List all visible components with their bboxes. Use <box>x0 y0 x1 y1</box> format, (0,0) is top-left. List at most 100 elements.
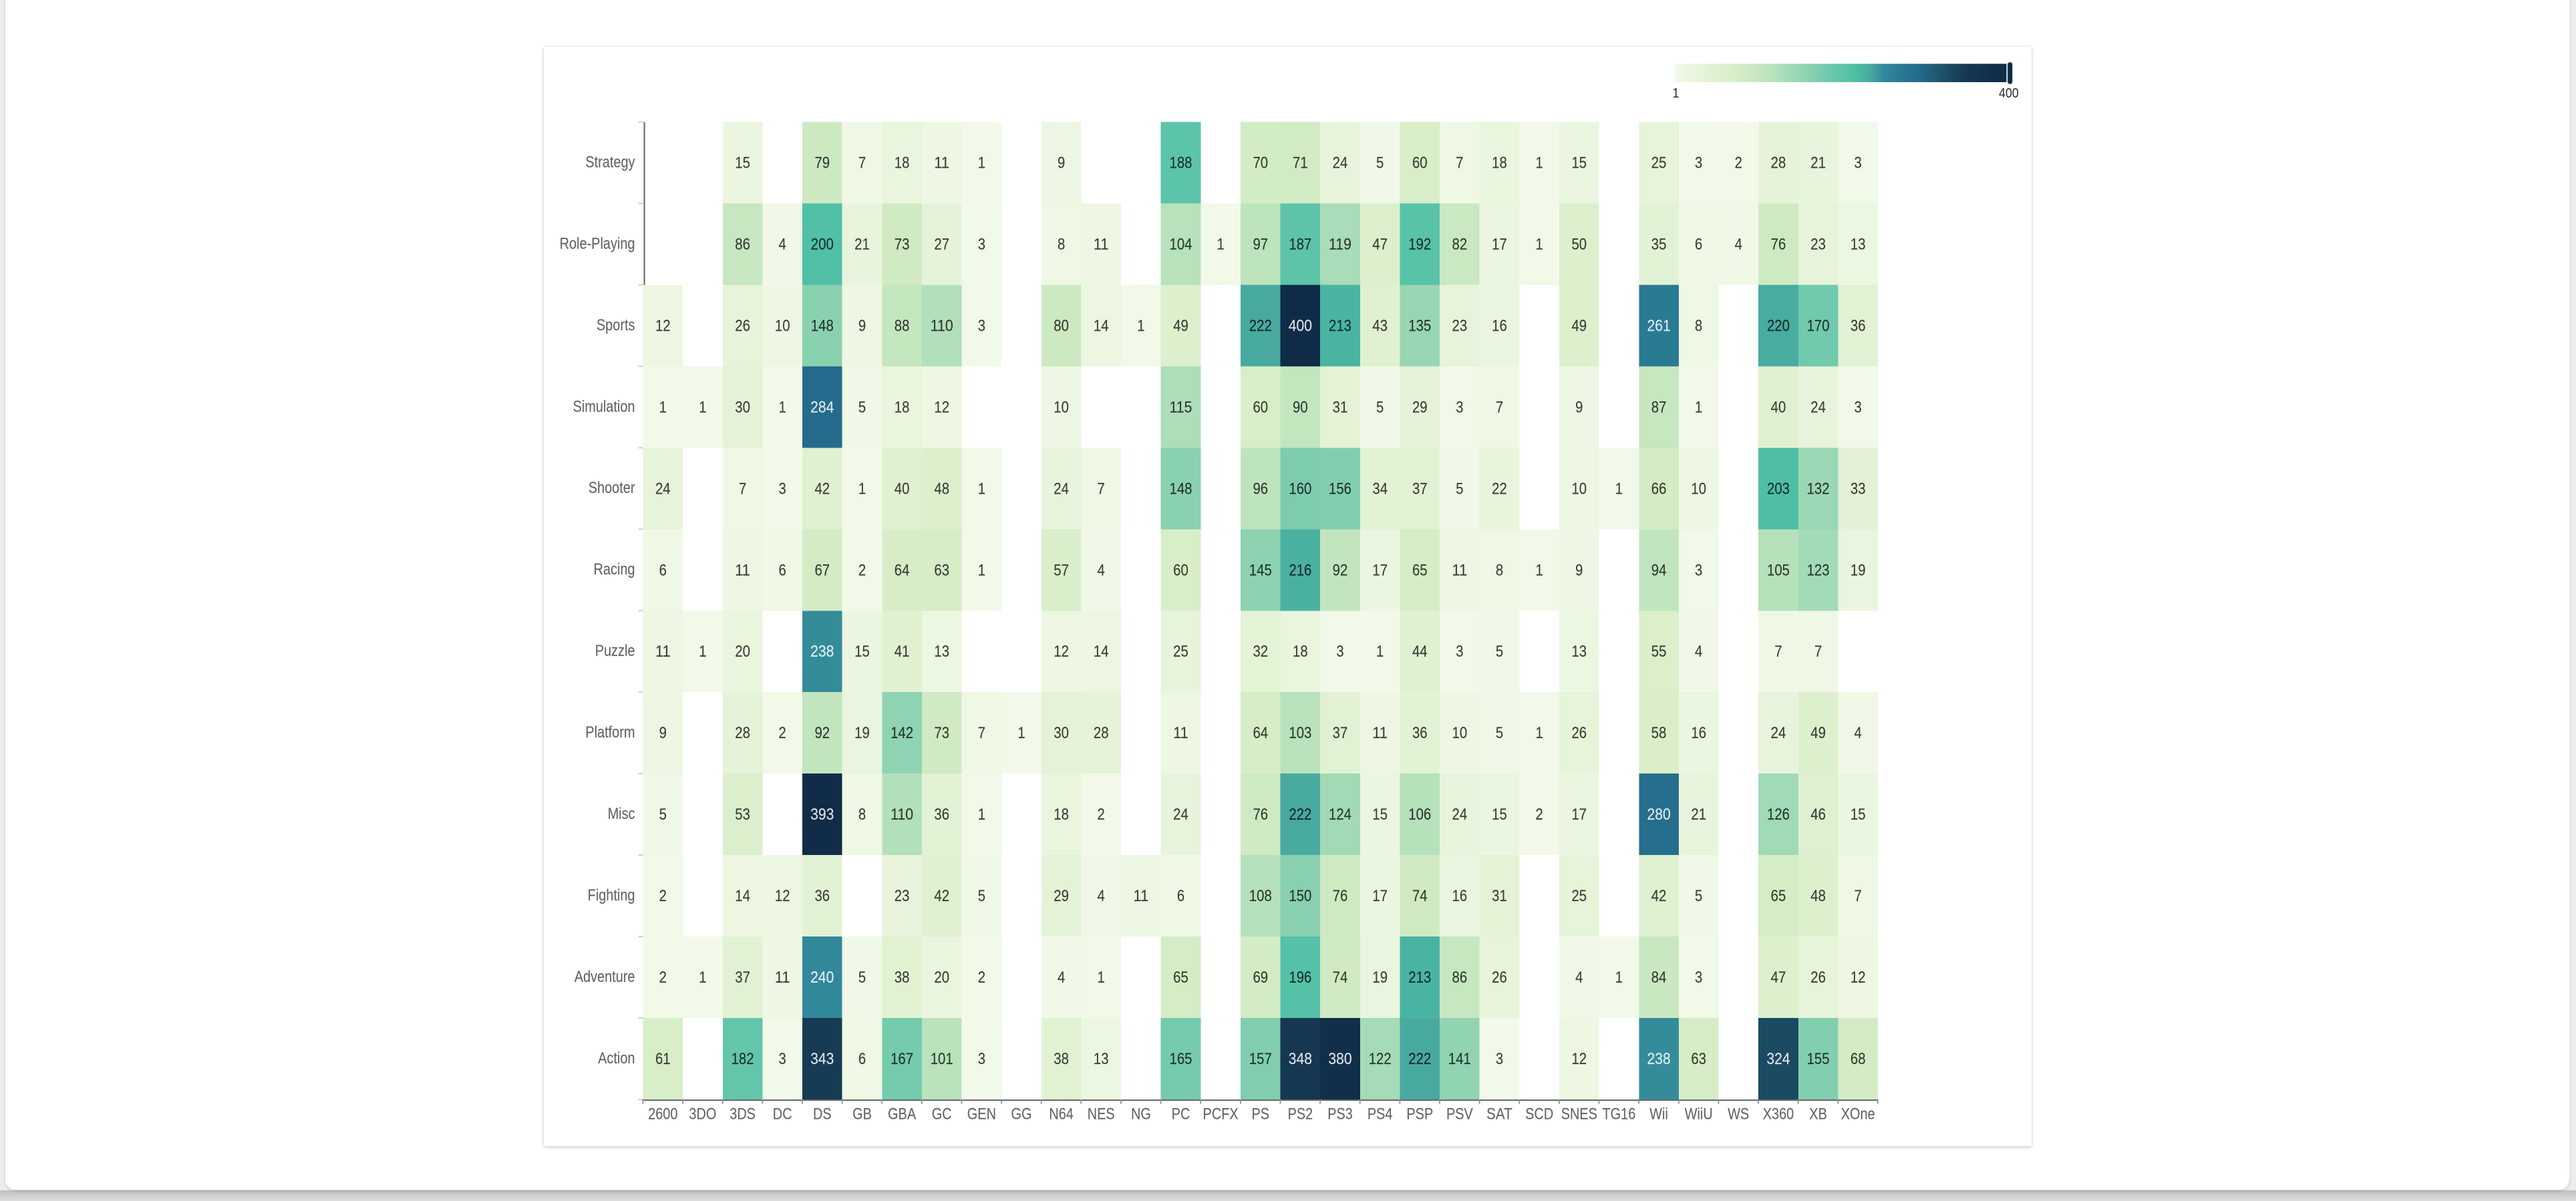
svg-text:74: 74 <box>1412 887 1428 905</box>
svg-text:10: 10 <box>1452 724 1468 742</box>
svg-text:3: 3 <box>978 317 985 335</box>
svg-text:33: 33 <box>1850 480 1866 498</box>
svg-text:20: 20 <box>735 643 750 661</box>
svg-text:12: 12 <box>934 398 949 416</box>
svg-text:65: 65 <box>1412 561 1428 579</box>
svg-text:119: 119 <box>1329 235 1351 253</box>
svg-text:50: 50 <box>1571 235 1587 253</box>
svg-text:13: 13 <box>1571 643 1587 661</box>
svg-text:2: 2 <box>1735 154 1742 172</box>
svg-text:7: 7 <box>978 724 985 742</box>
svg-text:24: 24 <box>1054 480 1069 498</box>
svg-text:6: 6 <box>1177 887 1184 905</box>
svg-text:21: 21 <box>1810 154 1826 172</box>
svg-text:55: 55 <box>1651 643 1667 661</box>
svg-text:65: 65 <box>1173 969 1188 987</box>
svg-text:21: 21 <box>854 235 870 253</box>
svg-text:6: 6 <box>1695 235 1702 253</box>
svg-text:145: 145 <box>1249 561 1272 579</box>
svg-text:167: 167 <box>891 1050 913 1068</box>
svg-text:36: 36 <box>934 806 949 824</box>
svg-text:187: 187 <box>1289 235 1311 253</box>
svg-text:7: 7 <box>1456 154 1463 172</box>
svg-text:11: 11 <box>1173 724 1188 742</box>
svg-text:86: 86 <box>1452 969 1468 987</box>
svg-text:3: 3 <box>779 480 786 498</box>
svg-text:42: 42 <box>1651 887 1667 905</box>
svg-text:16: 16 <box>1492 317 1507 335</box>
svg-text:35: 35 <box>1651 235 1667 253</box>
svg-text:124: 124 <box>1329 806 1351 824</box>
svg-text:29: 29 <box>1412 398 1428 416</box>
svg-text:3: 3 <box>779 1050 786 1068</box>
svg-text:4: 4 <box>779 235 786 253</box>
svg-text:400: 400 <box>1289 317 1312 335</box>
svg-text:58: 58 <box>1651 724 1667 742</box>
svg-text:24: 24 <box>1810 398 1826 416</box>
svg-text:12: 12 <box>655 317 671 335</box>
svg-text:X360: X360 <box>1763 1105 1794 1123</box>
svg-text:10: 10 <box>1691 480 1706 498</box>
svg-text:142: 142 <box>891 724 913 742</box>
svg-text:2: 2 <box>1098 806 1105 824</box>
svg-text:222: 222 <box>1289 806 1311 824</box>
svg-text:82: 82 <box>1452 235 1468 253</box>
svg-text:40: 40 <box>895 480 910 498</box>
svg-text:23: 23 <box>1810 235 1826 253</box>
svg-text:16: 16 <box>1691 724 1706 742</box>
svg-text:63: 63 <box>1691 1050 1706 1068</box>
svg-text:NG: NG <box>1131 1105 1151 1123</box>
svg-text:2: 2 <box>659 969 667 987</box>
svg-text:2: 2 <box>858 561 866 579</box>
svg-text:NES: NES <box>1088 1105 1115 1123</box>
svg-text:1: 1 <box>659 398 667 416</box>
svg-text:7: 7 <box>858 154 866 172</box>
svg-text:103: 103 <box>1289 724 1311 742</box>
svg-text:7: 7 <box>1098 480 1105 498</box>
svg-text:1: 1 <box>699 398 706 416</box>
svg-text:1: 1 <box>1615 480 1623 498</box>
svg-text:1: 1 <box>1017 724 1025 742</box>
svg-text:105: 105 <box>1767 561 1790 579</box>
svg-text:Platform: Platform <box>585 723 635 741</box>
svg-text:19: 19 <box>854 724 870 742</box>
svg-text:1: 1 <box>1217 235 1224 253</box>
svg-text:30: 30 <box>1054 724 1069 742</box>
svg-text:43: 43 <box>1372 317 1388 335</box>
svg-text:Sports: Sports <box>597 316 635 334</box>
svg-text:3: 3 <box>1695 154 1702 172</box>
svg-text:3DO: 3DO <box>689 1105 716 1123</box>
svg-text:66: 66 <box>1651 480 1667 498</box>
svg-text:67: 67 <box>814 561 830 579</box>
svg-text:6: 6 <box>659 561 667 579</box>
svg-text:46: 46 <box>1810 806 1826 824</box>
svg-text:42: 42 <box>814 480 830 498</box>
svg-text:132: 132 <box>1807 480 1830 498</box>
svg-text:5: 5 <box>1695 887 1702 905</box>
svg-text:24: 24 <box>655 480 671 498</box>
svg-text:2600: 2600 <box>648 1105 677 1123</box>
svg-text:104: 104 <box>1170 235 1192 253</box>
svg-text:80: 80 <box>1054 317 1069 335</box>
svg-text:1: 1 <box>699 969 706 987</box>
svg-text:348: 348 <box>1289 1050 1312 1068</box>
svg-text:73: 73 <box>934 724 949 742</box>
svg-text:15: 15 <box>1571 154 1587 172</box>
svg-text:11: 11 <box>934 154 949 172</box>
svg-text:106: 106 <box>1408 806 1431 824</box>
svg-text:3: 3 <box>1855 154 1862 172</box>
svg-text:GB: GB <box>852 1105 872 1123</box>
svg-text:WS: WS <box>1728 1105 1749 1123</box>
svg-text:44: 44 <box>1412 643 1428 661</box>
svg-text:23: 23 <box>895 887 910 905</box>
svg-text:11: 11 <box>1372 724 1388 742</box>
svg-text:PS4: PS4 <box>1367 1105 1393 1123</box>
svg-text:65: 65 <box>1771 887 1786 905</box>
svg-text:1: 1 <box>1695 398 1702 416</box>
svg-text:63: 63 <box>934 561 949 579</box>
svg-text:23: 23 <box>1452 317 1468 335</box>
svg-text:240: 240 <box>810 969 834 987</box>
svg-text:3: 3 <box>1496 1050 1503 1068</box>
svg-text:3: 3 <box>1336 643 1343 661</box>
svg-text:4: 4 <box>1575 969 1583 987</box>
